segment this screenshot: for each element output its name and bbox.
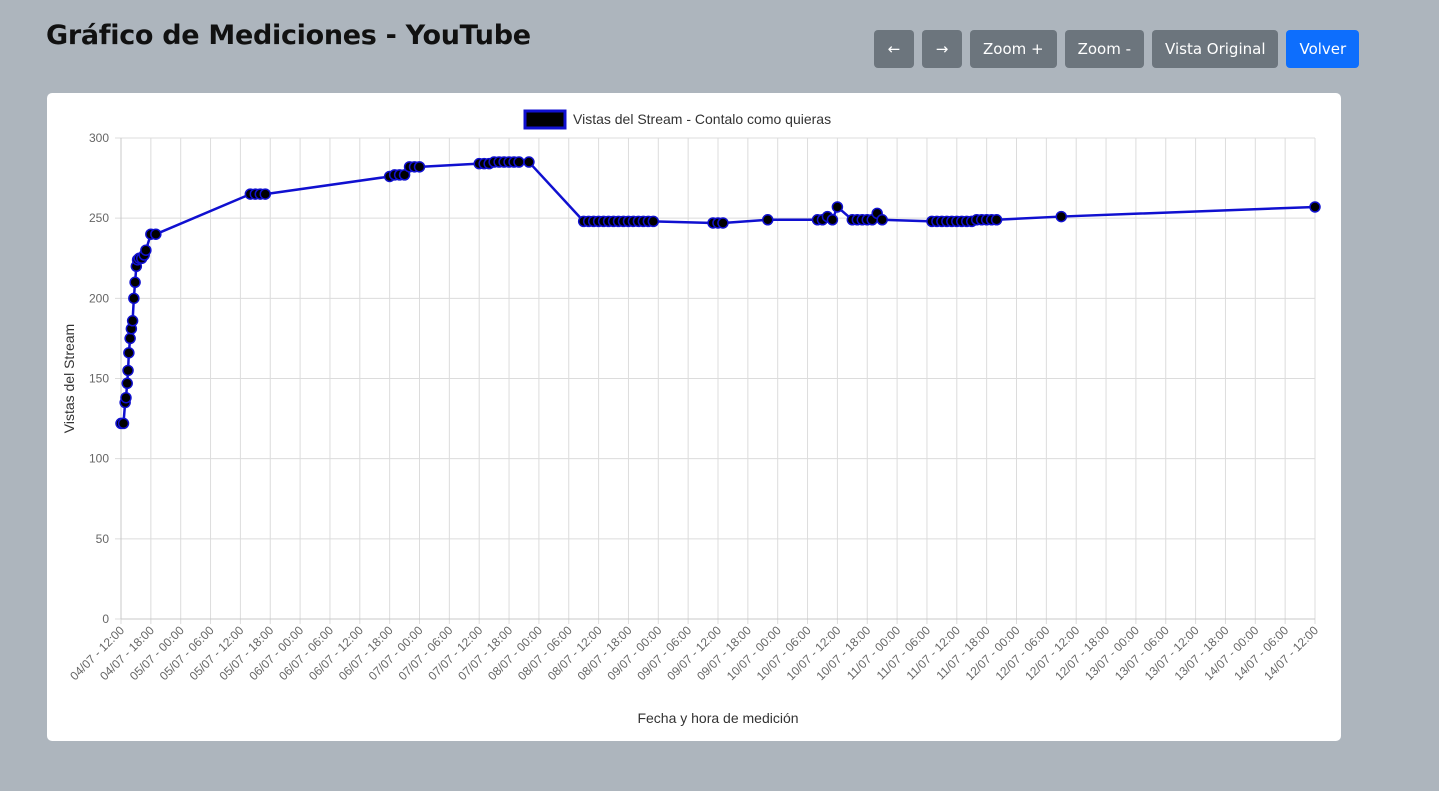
chart-card: 04/07 - 12:00 04/07 - 18:00 05/07 - 00:00 0… bbox=[47, 93, 1341, 741]
data-point bbox=[877, 215, 887, 225]
y-axis-title: Vistas del Stream bbox=[61, 324, 77, 433]
data-point bbox=[992, 215, 1002, 225]
legend-swatch bbox=[525, 111, 565, 128]
data-point bbox=[718, 218, 728, 228]
data-point bbox=[1056, 212, 1066, 222]
pan-left-button[interactable]: ← bbox=[874, 30, 914, 68]
data-point bbox=[122, 378, 132, 388]
data-point bbox=[118, 418, 128, 428]
data-point bbox=[524, 157, 534, 167]
data-point bbox=[123, 365, 133, 375]
chart-toolbar: ← → Zoom + Zoom - Vista Original Volver bbox=[874, 30, 1359, 68]
data-point bbox=[832, 202, 842, 212]
zoom-out-button[interactable]: Zoom - bbox=[1065, 30, 1144, 68]
legend-label: Vistas del Stream - Contalo como quieras bbox=[573, 111, 831, 127]
reset-view-button[interactable]: Vista Original bbox=[1152, 30, 1278, 68]
zoom-in-button[interactable]: Zoom + bbox=[970, 30, 1057, 68]
y-tick-label: 150 bbox=[89, 372, 109, 386]
data-point bbox=[125, 333, 135, 343]
data-point bbox=[141, 245, 151, 255]
y-tick-label: 250 bbox=[89, 211, 109, 225]
y-tick-label: 0 bbox=[102, 612, 109, 626]
data-point bbox=[128, 316, 138, 326]
y-tick-label: 100 bbox=[89, 452, 109, 466]
data-point bbox=[260, 189, 270, 199]
pan-right-button[interactable]: → bbox=[922, 30, 962, 68]
data-point bbox=[124, 348, 134, 358]
data-point bbox=[151, 229, 161, 239]
data-point bbox=[514, 157, 524, 167]
data-point bbox=[129, 293, 139, 303]
data-point bbox=[763, 215, 773, 225]
y-tick-label: 300 bbox=[89, 131, 109, 145]
y-tick-label: 200 bbox=[89, 291, 109, 305]
y-tick-label: 50 bbox=[96, 532, 110, 546]
page-title: Gráfico de Mediciones - YouTube bbox=[46, 20, 531, 51]
data-point bbox=[648, 216, 658, 226]
data-point bbox=[1310, 202, 1320, 212]
x-axis-title: Fecha y hora de medición bbox=[637, 710, 798, 726]
back-button[interactable]: Volver bbox=[1286, 30, 1359, 68]
data-point bbox=[415, 162, 425, 172]
data-point bbox=[121, 393, 131, 403]
data-point bbox=[827, 215, 837, 225]
data-point bbox=[130, 277, 140, 287]
